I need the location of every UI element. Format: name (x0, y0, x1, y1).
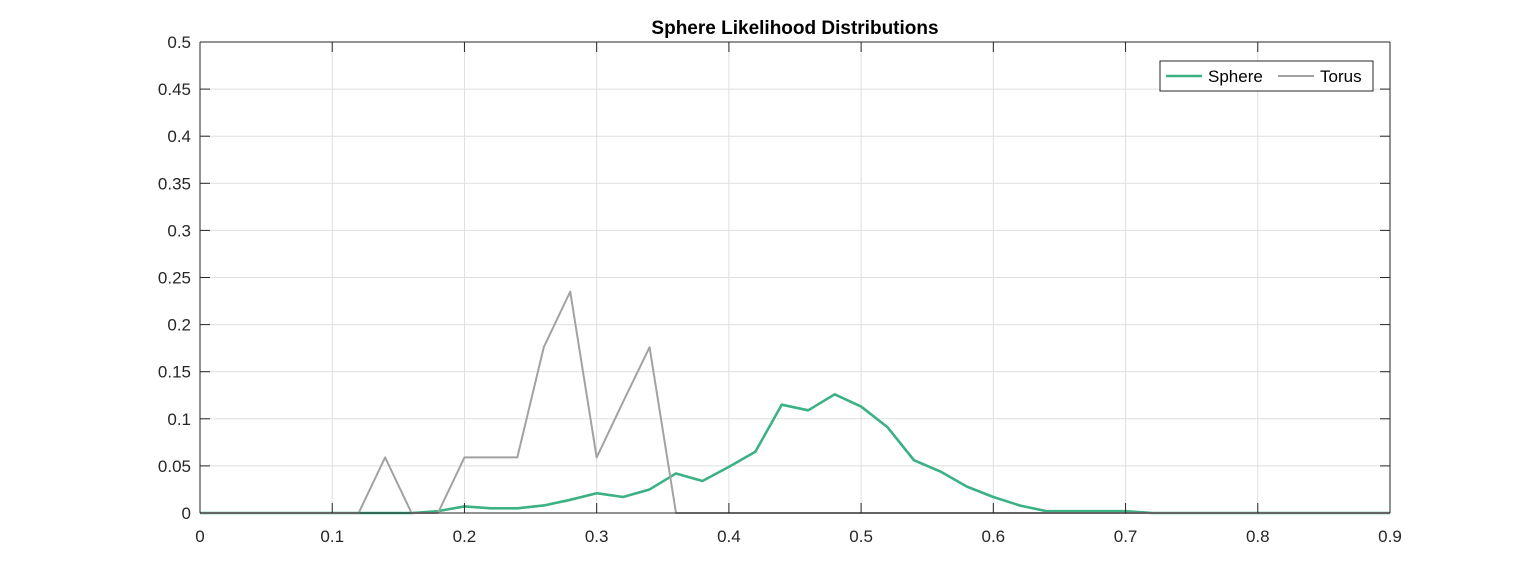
y-tick-label: 0.35 (158, 174, 191, 193)
x-tick-label: 0.7 (1114, 527, 1138, 546)
y-tick-label: 0 (182, 504, 191, 523)
legend-label-sphere[interactable]: Sphere (1208, 67, 1263, 86)
legend-label-torus[interactable]: Torus (1320, 67, 1362, 86)
y-tick-label: 0.1 (167, 410, 191, 429)
grid-lines (200, 42, 1390, 513)
x-tick-label: 0.8 (1246, 527, 1270, 546)
chart-title: Sphere Likelihood Distributions (651, 18, 938, 39)
x-tick-label: 0.6 (982, 527, 1006, 546)
x-tick-label: 0.2 (453, 527, 477, 546)
y-tick-label: 0.2 (167, 316, 191, 335)
x-tick-label: 0.5 (849, 527, 873, 546)
y-tick-label: 0.15 (158, 363, 191, 382)
legend[interactable]: Sphere Torus (1159, 60, 1374, 92)
y-tick-label: 0.05 (158, 457, 191, 476)
y-tick-label: 0.45 (158, 80, 191, 99)
y-tick-label: 0.4 (167, 127, 191, 146)
x-tick-label: 0.1 (320, 527, 344, 546)
y-tick-label: 0.25 (158, 269, 191, 288)
x-tick-label: 0.4 (717, 527, 741, 546)
y-tick-label: 0.3 (167, 221, 191, 240)
x-tick-label: 0 (195, 527, 204, 546)
y-tick-label: 0.5 (167, 33, 191, 52)
axes: 0 0.1 0.2 0.3 0.4 0.5 0.6 0.7 0.8 0.9 0 0.05 0.1 0.15… (158, 33, 1402, 546)
x-tick-label: 0.9 (1378, 527, 1402, 546)
x-tick-label: 0.3 (585, 527, 609, 546)
